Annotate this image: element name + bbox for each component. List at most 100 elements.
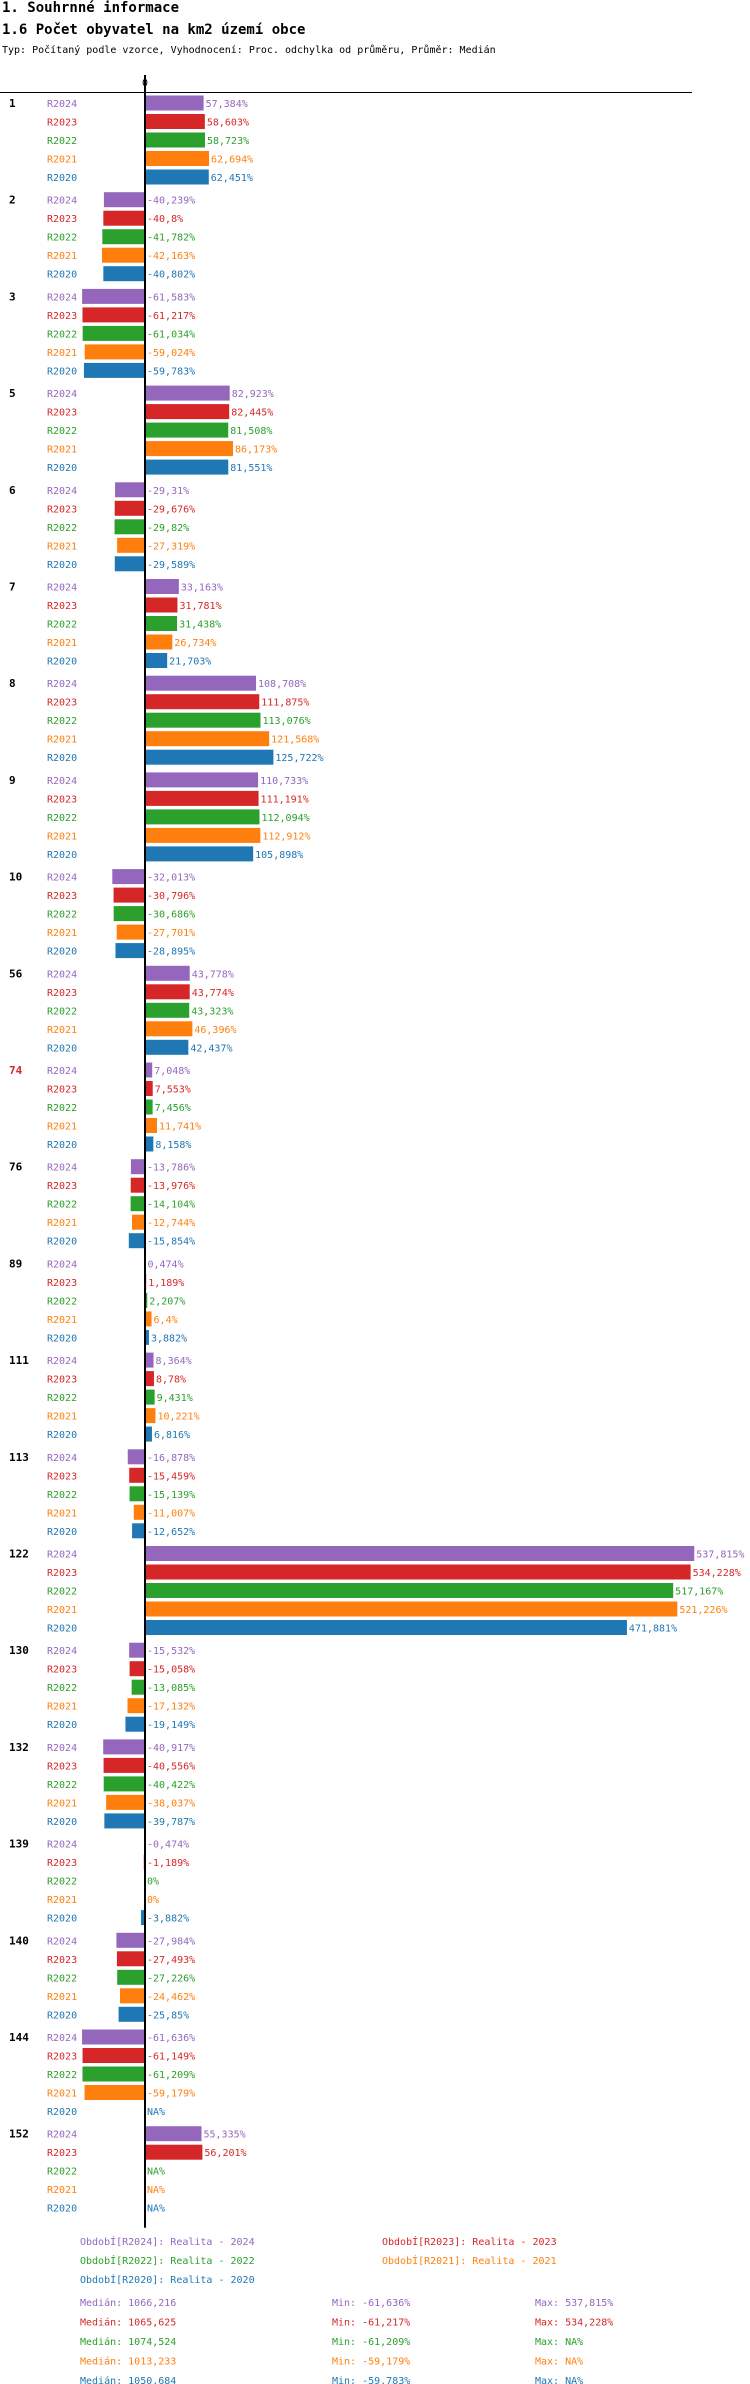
data-label: -39,787% (147, 1817, 195, 1828)
bar (101, 247, 145, 263)
series-label: R2023 (47, 1858, 77, 1869)
bar (145, 772, 259, 788)
series-label: R2024 (47, 583, 77, 594)
series-label: R2022 (47, 910, 77, 921)
series-label: R2022 (47, 716, 77, 727)
series-label: R2020 (47, 1140, 77, 1151)
bar (129, 1467, 145, 1483)
data-label: 31,781% (179, 601, 221, 612)
bar (114, 519, 145, 535)
series-label: R2021 (47, 1702, 77, 1713)
series-label: R2020 (47, 1720, 77, 1731)
bar (120, 1988, 145, 2004)
data-label: 9,431% (157, 1393, 193, 1404)
group-label: 7 (9, 581, 16, 594)
series-label: R2021 (47, 445, 77, 456)
data-label: 81,508% (230, 426, 272, 437)
data-label: 46,396% (194, 1025, 236, 1036)
data-label: NA% (147, 2204, 165, 2215)
series-label: R2022 (47, 1200, 77, 1211)
bar (145, 616, 178, 631)
data-label: -27,226% (147, 1973, 195, 1984)
series-label: R2023 (47, 2148, 77, 2159)
data-label: -40,802% (147, 270, 195, 281)
data-label: -27,701% (147, 928, 195, 939)
bar (145, 1136, 154, 1152)
series-label: R2020 (47, 1043, 77, 1054)
data-label: -13,085% (147, 1683, 195, 1694)
legend-max: Max: 534,228% (535, 2318, 613, 2329)
group-label: 132 (9, 1741, 29, 1754)
group-label: 74 (9, 1064, 23, 1077)
bar (145, 1620, 627, 1635)
series-label: R2021 (47, 1798, 77, 1809)
data-label: -27,984% (147, 1936, 195, 1947)
data-label: 33,163% (181, 583, 223, 594)
bar (82, 325, 145, 341)
group-label: 152 (9, 2128, 29, 2141)
group-label: 8 (9, 677, 16, 690)
data-label: -61,583% (147, 292, 195, 303)
data-label: -32,013% (147, 873, 195, 884)
bar (132, 1523, 145, 1539)
bar (118, 2006, 145, 2022)
series-label: R2022 (47, 1683, 77, 1694)
bar (106, 1794, 145, 1810)
data-label: -16,878% (147, 1453, 195, 1464)
data-label: 82,923% (232, 389, 274, 400)
data-label: -27,319% (147, 541, 195, 552)
data-label: 125,722% (275, 753, 323, 764)
series-label: R2020 (47, 270, 77, 281)
bar (145, 404, 230, 420)
series-label: R2024 (47, 1840, 77, 1851)
bar (117, 1969, 145, 1985)
legend-max: Max: NA% (535, 2357, 583, 2368)
bar (145, 459, 229, 475)
series-label: R2024 (47, 389, 77, 400)
bar (115, 482, 145, 498)
bar (103, 1739, 145, 1755)
bar (145, 965, 190, 981)
group-label: 76 (9, 1161, 23, 1174)
series-label: R2020 (47, 173, 77, 184)
bar (141, 1910, 145, 1926)
data-label: 471,881% (629, 1624, 677, 1635)
data-label: -30,686% (147, 910, 195, 921)
series-label: R2020 (47, 2204, 77, 2215)
data-label: 113,076% (262, 716, 310, 727)
series-label: R2023 (47, 891, 77, 902)
series-label: R2020 (47, 2107, 77, 2118)
data-label: 26,734% (174, 638, 216, 649)
bar (114, 500, 145, 516)
bar (145, 422, 229, 438)
data-label: 81,551% (230, 463, 272, 474)
data-label: 7,553% (155, 1085, 191, 1096)
bar (102, 229, 145, 245)
bar (112, 869, 145, 885)
series-label: R2020 (47, 1624, 77, 1635)
series-label: R2024 (47, 1453, 77, 1464)
series-label: R2023 (47, 1181, 77, 1192)
series-label: R2023 (47, 1471, 77, 1482)
data-label: -29,31% (147, 486, 189, 497)
data-label: 21,703% (169, 657, 211, 668)
bar (145, 579, 179, 594)
series-label: R2023 (47, 2052, 77, 2063)
bar (131, 1679, 145, 1695)
series-label: R2020 (47, 1430, 77, 1441)
group-label: 3 (9, 290, 16, 303)
chart-title: 1.6 Počet obyvatel na km2 území obce (2, 22, 306, 38)
bar (82, 2066, 145, 2082)
data-label: 3,882% (151, 1333, 187, 1344)
series-label: R2021 (47, 928, 77, 939)
bar (145, 1329, 149, 1345)
data-label: -41,782% (147, 233, 195, 244)
legend-period: ObdobÍ[R2022]: Realita - 2022 (80, 2254, 255, 2267)
data-label: 534,228% (693, 1568, 741, 1579)
group-label: 144 (9, 2031, 29, 2044)
bar (145, 385, 230, 401)
series-label: R2022 (47, 1780, 77, 1791)
series-label: R2023 (47, 214, 77, 225)
data-label: 121,568% (271, 735, 319, 746)
bar (103, 266, 145, 282)
